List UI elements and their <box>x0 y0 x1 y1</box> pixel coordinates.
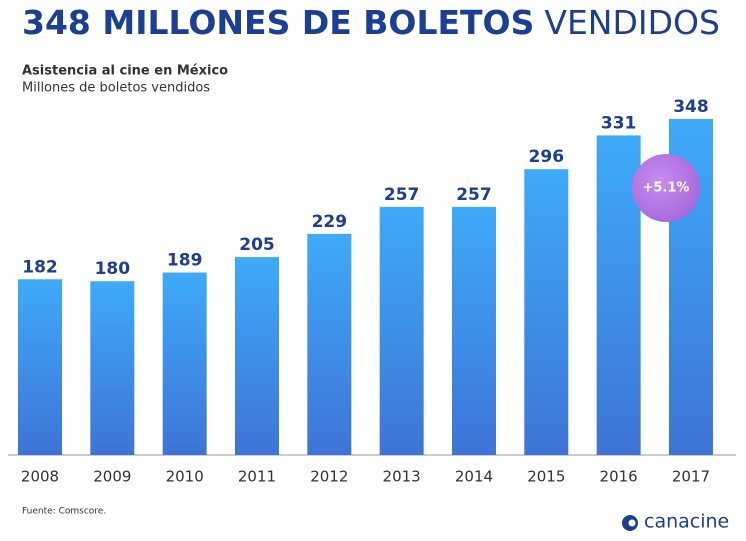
bar <box>524 169 569 455</box>
source: Fuente: Comscore. <box>22 507 106 517</box>
value-label: 331 <box>601 113 637 133</box>
value-label: 296 <box>529 147 565 167</box>
bar <box>307 233 352 455</box>
chart-title: 348 MILLONES DE BOLETOS VENDIDOS <box>22 3 720 42</box>
value-label: 229 <box>312 212 348 232</box>
subtitle: Asistencia al cine en México <box>22 64 228 79</box>
x-tick-label: 2012 <box>310 468 348 486</box>
x-tick-label: 2015 <box>527 468 565 486</box>
bar <box>379 206 424 455</box>
x-tick-label: 2009 <box>93 468 131 486</box>
bar <box>162 272 207 455</box>
value-label: 348 <box>673 97 709 117</box>
value-label: 180 <box>95 259 131 279</box>
value-label: 182 <box>22 257 58 277</box>
x-tick-label: 2010 <box>166 468 204 486</box>
title-light: VENDIDOS <box>544 3 720 42</box>
annotation-circle <box>631 154 700 222</box>
x-tick-label: 2017 <box>672 468 710 486</box>
x-tick-label: 2014 <box>455 468 493 486</box>
bar <box>90 281 135 455</box>
bar <box>234 257 279 455</box>
x-tick-label: 2011 <box>238 468 276 486</box>
title-bold: 348 MILLONES DE BOLETOS <box>22 3 534 42</box>
x-tick-label: 2008 <box>21 468 59 486</box>
x-tick-label: 2016 <box>600 468 638 486</box>
value-label: 205 <box>239 235 275 255</box>
value-label: 189 <box>167 251 203 271</box>
x-tick-label: 2013 <box>383 468 421 486</box>
logo: canacine <box>622 511 729 533</box>
y-axis-label: Millones de boletos vendidos <box>22 81 210 96</box>
value-label: 257 <box>456 185 492 205</box>
logo-icon-inner <box>628 519 636 527</box>
annotation: +5.1% <box>642 181 689 196</box>
logo-text: canacine <box>644 511 729 533</box>
bar <box>451 206 496 455</box>
value-label: 257 <box>384 185 420 205</box>
bar <box>18 279 62 455</box>
